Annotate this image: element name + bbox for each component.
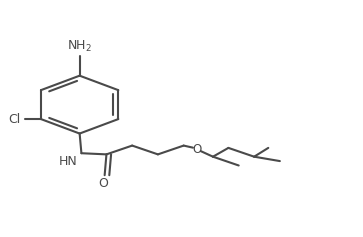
Text: HN: HN: [59, 155, 78, 168]
Text: O: O: [98, 177, 108, 190]
Text: NH$_2$: NH$_2$: [67, 39, 92, 54]
Text: O: O: [192, 143, 201, 156]
Text: Cl: Cl: [8, 113, 21, 126]
